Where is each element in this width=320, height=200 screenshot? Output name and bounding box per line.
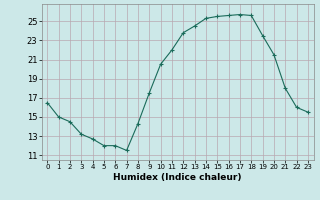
X-axis label: Humidex (Indice chaleur): Humidex (Indice chaleur) [113, 173, 242, 182]
